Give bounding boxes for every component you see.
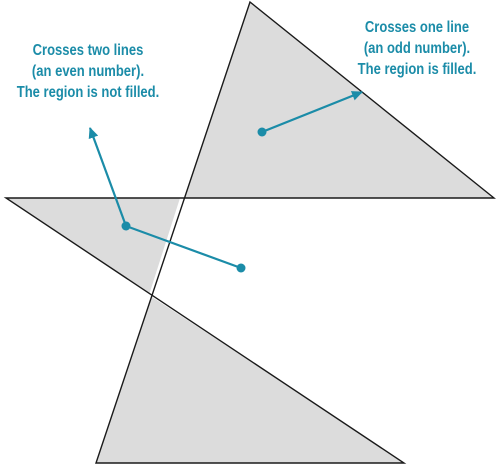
center-pentagon-region: [149, 198, 349, 361]
star-outline: [3, 0, 496, 464]
odd-arrow: [261, 90, 363, 134]
star-shape: [6, 2, 494, 463]
even-annotation-line-3: The region is not filled.: [16, 84, 160, 101]
odd-crossing-annotation: Crosses one line (an odd number). The re…: [346, 17, 489, 80]
odd-annotation-line-1: Crosses one line: [364, 19, 470, 36]
even-crossing-annotation: Crosses two lines (an even number). The …: [6, 40, 171, 103]
even-annotation-line-1: Crosses two lines: [32, 42, 144, 59]
even-arrow: [88, 127, 128, 227]
even-connector-line: [125, 224, 242, 270]
odd-annotation-line-2: (an odd number).: [363, 40, 471, 57]
odd-annotation-line-3: The region is filled.: [357, 61, 477, 78]
even-annotation-line-2: (an even number).: [31, 63, 145, 80]
